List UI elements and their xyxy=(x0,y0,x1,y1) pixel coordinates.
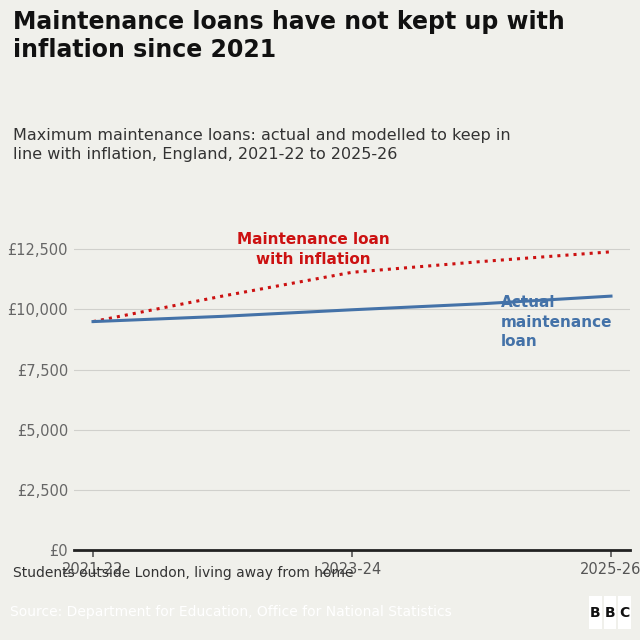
FancyBboxPatch shape xyxy=(604,596,616,629)
Text: Source: Department for Education, Office for National Statistics: Source: Department for Education, Office… xyxy=(10,605,451,619)
Text: Maintenance loan
with inflation: Maintenance loan with inflation xyxy=(237,232,390,267)
Text: B: B xyxy=(590,606,600,620)
Text: C: C xyxy=(620,606,630,620)
Text: Maximum maintenance loans: actual and modelled to keep in
line with inflation, E: Maximum maintenance loans: actual and mo… xyxy=(13,128,511,162)
FancyBboxPatch shape xyxy=(618,596,631,629)
Text: Students outside London, living away from home: Students outside London, living away fro… xyxy=(13,566,353,580)
Text: Actual
maintenance
loan: Actual maintenance loan xyxy=(501,295,612,349)
Text: B: B xyxy=(605,606,615,620)
FancyBboxPatch shape xyxy=(589,596,602,629)
Text: Maintenance loans have not kept up with
inflation since 2021: Maintenance loans have not kept up with … xyxy=(13,10,564,62)
